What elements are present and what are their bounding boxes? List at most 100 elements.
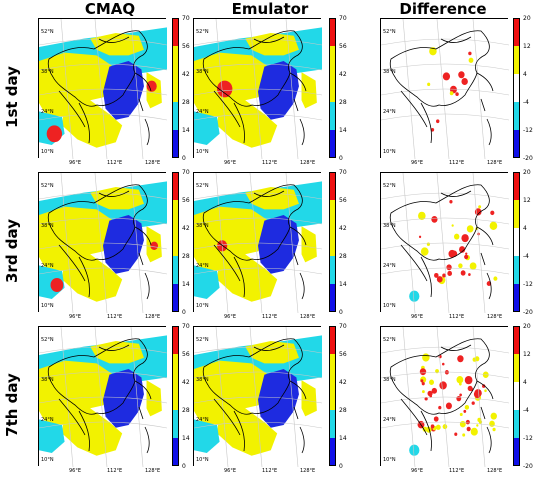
difference-patch bbox=[446, 264, 452, 271]
concentration-region-yellow-south bbox=[62, 254, 123, 302]
graticule bbox=[39, 173, 167, 313]
country-borders bbox=[47, 184, 152, 300]
row-label-day7: 7th day bbox=[3, 373, 21, 437]
graticule bbox=[194, 19, 322, 159]
country-borders bbox=[389, 338, 494, 454]
graticule bbox=[381, 173, 509, 313]
latitude-label: 10°N bbox=[41, 457, 54, 463]
difference-patch bbox=[454, 233, 460, 240]
difference-map-panel: 52°N 38°N 24°N 10°N 96°E 112°E 128°E bbox=[380, 326, 509, 474]
longitude-label: 128°E bbox=[487, 468, 503, 474]
difference-patch-negative bbox=[409, 290, 420, 302]
value-colorbar: 70 56 42 28 14 0 bbox=[172, 169, 206, 316]
colorbar-segment bbox=[513, 200, 520, 228]
concentration-region-yellow-north bbox=[90, 341, 144, 364]
difference-patch bbox=[429, 379, 434, 385]
colorbar-tick-label: 0 bbox=[339, 463, 343, 470]
high-concentration-patch bbox=[217, 80, 233, 98]
colorbar-segment bbox=[329, 354, 336, 382]
colorbar-segment bbox=[172, 354, 179, 382]
difference-patch bbox=[489, 221, 498, 230]
latitude-label: 24°N bbox=[383, 109, 396, 115]
colorbar-tick-label: 56 bbox=[182, 351, 190, 358]
concentration-region-yellow-west bbox=[194, 206, 271, 271]
difference-patch bbox=[442, 362, 445, 366]
difference-patch bbox=[493, 276, 498, 281]
difference-patch bbox=[427, 82, 431, 87]
concentration-region-yellow-south bbox=[217, 100, 278, 148]
concentration-map-panel: 52°N 38°N 24°N 10°N 96°E 112°E 128°E bbox=[38, 18, 167, 166]
longitude-label: 96°E bbox=[411, 468, 424, 474]
colorbar-segment bbox=[329, 410, 336, 438]
colorbar-segment bbox=[513, 18, 520, 46]
concentration-region-yellow-west bbox=[194, 360, 271, 425]
colorbar-segment bbox=[329, 382, 336, 410]
difference-patch bbox=[431, 215, 438, 223]
longitude-label: 112°E bbox=[107, 468, 123, 474]
colorbar-segment bbox=[172, 130, 179, 158]
longitude-label: 96°E bbox=[411, 160, 424, 166]
difference-patch bbox=[476, 424, 479, 427]
colorbar-tick-label: 28 bbox=[182, 253, 190, 260]
colorbar-segment bbox=[172, 18, 179, 46]
latitude-label: 10°N bbox=[383, 457, 396, 463]
colorbar-segment bbox=[513, 228, 520, 256]
high-concentration-patch bbox=[46, 125, 63, 143]
difference-patch bbox=[461, 234, 469, 243]
difference-patch bbox=[490, 412, 497, 420]
latitude-label: 10°N bbox=[41, 149, 54, 155]
concentration-region-cyan-south bbox=[194, 265, 220, 299]
difference-patch bbox=[458, 382, 462, 386]
colorbar-segment bbox=[513, 102, 520, 130]
colorbar-segment bbox=[513, 326, 520, 354]
colorbar-tick-label: 14 bbox=[339, 127, 347, 134]
longitude-label: 112°E bbox=[107, 314, 123, 320]
country-borders bbox=[47, 30, 152, 146]
difference-patch bbox=[464, 254, 469, 260]
longitude-label: 96°E bbox=[69, 468, 82, 474]
colorbar-segment bbox=[513, 130, 520, 158]
longitude-label: 112°E bbox=[107, 160, 123, 166]
difference-patch bbox=[451, 224, 454, 227]
concentration-region-yellow-north bbox=[90, 33, 144, 56]
ocean-region bbox=[283, 254, 322, 313]
latitude-label: 52°N bbox=[196, 337, 209, 343]
latitude-label: 10°N bbox=[383, 149, 396, 155]
ocean-region bbox=[128, 100, 167, 159]
colorbar-tick-label: 42 bbox=[339, 379, 347, 386]
difference-map-panel: 52°N 38°N 24°N 10°N 96°E 112°E 128°E bbox=[380, 18, 509, 166]
difference-patch bbox=[430, 424, 435, 429]
colorbar-tick-label: 42 bbox=[339, 225, 347, 232]
concentration-region-yellow-north bbox=[90, 187, 144, 210]
difference-patch bbox=[427, 390, 433, 397]
colorbar-segment bbox=[513, 438, 520, 466]
colorbar-tick-label: 0 bbox=[182, 309, 186, 316]
difference-patch bbox=[436, 276, 443, 283]
difference-patch bbox=[439, 381, 447, 390]
latitude-label: 38°N bbox=[196, 377, 209, 383]
colorbar-tick-label: 56 bbox=[182, 43, 190, 50]
colorbar-tick-label: -20 bbox=[523, 155, 533, 162]
concentration-map-panel: 52°N 38°N 24°N 10°N 96°E 112°E 128°E bbox=[38, 172, 167, 320]
difference-patch bbox=[465, 252, 468, 255]
latitude-label: 38°N bbox=[383, 223, 396, 229]
colorbar-segment bbox=[329, 74, 336, 102]
concentration-region-cyan-south bbox=[39, 419, 65, 453]
difference-patch bbox=[458, 263, 463, 269]
concentration-map-panel: 52°N 38°N 24°N 10°N 96°E 112°E 128°E bbox=[193, 326, 322, 474]
difference-patch bbox=[460, 270, 466, 276]
colorbar-segment bbox=[329, 256, 336, 284]
difference-patch bbox=[482, 371, 489, 379]
colorbar-tick-label: 42 bbox=[339, 71, 347, 78]
latitude-label: 38°N bbox=[383, 69, 396, 75]
latitude-label: 52°N bbox=[383, 337, 396, 343]
country-borders bbox=[389, 184, 494, 300]
colorbar-tick-label: 4 bbox=[523, 225, 527, 232]
value-colorbar: 70 56 42 28 14 0 bbox=[329, 169, 363, 316]
difference-patch bbox=[420, 379, 424, 383]
colorbar-segment bbox=[172, 74, 179, 102]
colorbar-tick-label: -12 bbox=[523, 127, 533, 134]
colorbar-segment bbox=[513, 382, 520, 410]
latitude-label: 24°N bbox=[41, 417, 54, 423]
difference-patch bbox=[442, 72, 451, 81]
